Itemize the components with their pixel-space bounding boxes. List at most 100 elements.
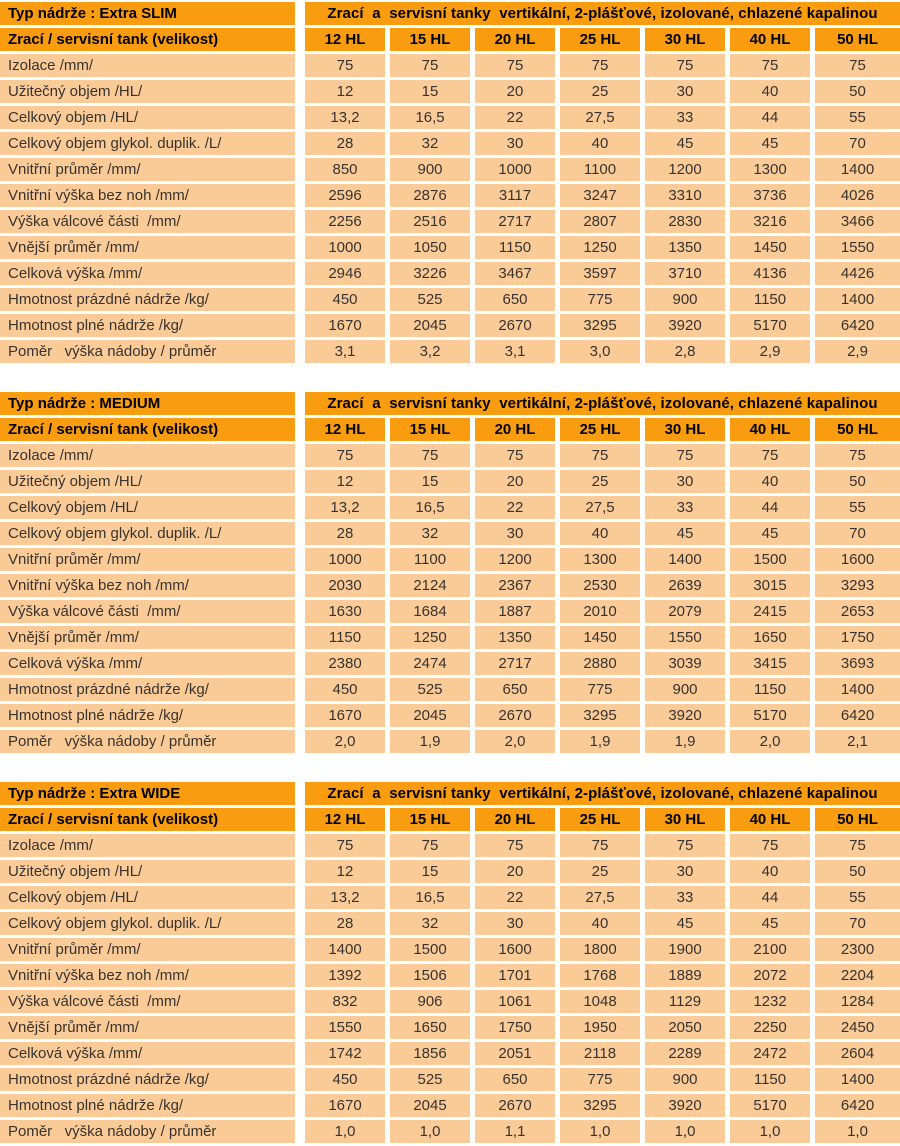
value-cell: 2717 <box>475 210 560 236</box>
value-cell: 75 <box>730 54 815 80</box>
value-cell: 2300 <box>815 938 900 964</box>
table-title: Typ nádrže : MEDIUM <box>0 392 305 418</box>
value-cell: 75 <box>645 444 730 470</box>
table-row: Celkový objem /HL/13,2 16,5 22 27,5 33 44 55 <box>0 886 900 912</box>
value-cell: 2072 <box>730 964 815 990</box>
value-cell: 75 <box>560 444 645 470</box>
value-cell: 900 <box>645 288 730 314</box>
row-label: Vnější průměr /mm/ <box>0 626 305 652</box>
row-label: Celková výška /mm/ <box>0 652 305 678</box>
spec-table-medium: Typ nádrže : MEDIUM Zrací a servisní tank… <box>0 392 900 756</box>
value-cell: 1000 <box>305 548 390 574</box>
value-cell: 450 <box>305 288 390 314</box>
value-cell: 2,0 <box>475 730 560 756</box>
value-cell: 30 <box>475 522 560 548</box>
value-cell: 15 <box>390 860 475 886</box>
value-cell: 2472 <box>730 1042 815 1068</box>
value-cell: 2717 <box>475 652 560 678</box>
value-cell: 75 <box>390 54 475 80</box>
value-cell: 30 <box>645 860 730 886</box>
value-cell: 32 <box>390 522 475 548</box>
row-label: Výška válcové části /mm/ <box>0 600 305 626</box>
table-title-row: Typ nádrže : Extra WIDE Zrací a servisní … <box>0 782 900 808</box>
value-cell: 3693 <box>815 652 900 678</box>
value-cell: 525 <box>390 288 475 314</box>
value-cell: 3597 <box>560 262 645 288</box>
row-label: Poměr výška nádoby / průměr <box>0 1120 305 1146</box>
value-cell: 2,9 <box>730 340 815 366</box>
size-column-header: 20 HL <box>475 808 560 834</box>
value-cell: 1,0 <box>305 1120 390 1146</box>
value-cell: 44 <box>730 496 815 522</box>
value-cell: 1400 <box>305 938 390 964</box>
value-cell: 27,5 <box>560 106 645 132</box>
value-cell: 2367 <box>475 574 560 600</box>
value-cell: 50 <box>815 860 900 886</box>
value-cell: 70 <box>815 522 900 548</box>
value-cell: 27,5 <box>560 496 645 522</box>
value-cell: 25 <box>560 860 645 886</box>
value-cell: 75 <box>560 54 645 80</box>
value-cell: 30 <box>475 132 560 158</box>
value-cell: 40 <box>560 912 645 938</box>
value-cell: 1,0 <box>390 1120 475 1146</box>
table-row: Hmotnost plné nádrže /kg/1670 2045 2670 329… <box>0 314 900 340</box>
table-row: Celková výška /mm/1742 1856 2051 2118 2289 24… <box>0 1042 900 1068</box>
value-cell: 75 <box>305 834 390 860</box>
value-cell: 40 <box>730 860 815 886</box>
value-cell: 33 <box>645 496 730 522</box>
size-header-row: Zrací / servisní tank (velikost) 12 HL 15 … <box>0 418 900 444</box>
row-label: Hmotnost prázdné nádrže /kg/ <box>0 1068 305 1094</box>
row-label: Celkový objem /HL/ <box>0 496 305 522</box>
value-cell: 1150 <box>305 626 390 652</box>
value-cell: 1350 <box>475 626 560 652</box>
value-cell: 12 <box>305 470 390 496</box>
table-row: Celkový objem glykol. duplik. /L/28 32 30 4… <box>0 912 900 938</box>
value-cell: 1400 <box>815 158 900 184</box>
spec-table-extra-wide: Typ nádrže : Extra WIDE Zrací a servisní … <box>0 782 900 1146</box>
value-cell: 5170 <box>730 1094 815 1120</box>
value-cell: 900 <box>390 158 475 184</box>
table-row: Poměr výška nádoby / průměr 3,1 3,2 3,1 3,0 2… <box>0 340 900 366</box>
value-cell: 1150 <box>730 288 815 314</box>
value-cell: 775 <box>560 1068 645 1094</box>
value-cell: 1000 <box>475 158 560 184</box>
value-cell: 2530 <box>560 574 645 600</box>
value-cell: 75 <box>390 444 475 470</box>
row-label: Vnější průměr /mm/ <box>0 1016 305 1042</box>
value-cell: 2,0 <box>730 730 815 756</box>
value-cell: 1768 <box>560 964 645 990</box>
value-cell: 2045 <box>390 704 475 730</box>
value-cell: 900 <box>645 1068 730 1094</box>
size-column-header: 30 HL <box>645 808 730 834</box>
size-column-header: 40 HL <box>730 808 815 834</box>
table-row: Užitečný objem /HL/12 15 20 25 30 40 50 <box>0 470 900 496</box>
table-row: Hmotnost prázdné nádrže /kg/450 525 650 775… <box>0 1068 900 1094</box>
table-row: Celková výška /mm/2380 2474 2717 2880 3039 34… <box>0 652 900 678</box>
table-row: Vnější průměr /mm/1000 1050 1150 1250 1350 14… <box>0 236 900 262</box>
value-cell: 45 <box>645 522 730 548</box>
value-cell: 1,9 <box>645 730 730 756</box>
value-cell: 30 <box>645 80 730 106</box>
value-cell: 1400 <box>815 1068 900 1094</box>
value-cell: 13,2 <box>305 106 390 132</box>
value-cell: 1000 <box>305 236 390 262</box>
size-column-header: 15 HL <box>390 808 475 834</box>
value-cell: 1150 <box>730 678 815 704</box>
row-label: Hmotnost plné nádrže /kg/ <box>0 704 305 730</box>
value-cell: 650 <box>475 678 560 704</box>
size-column-header: 30 HL <box>645 418 730 444</box>
value-cell: 1500 <box>730 548 815 574</box>
value-cell: 20 <box>475 860 560 886</box>
value-cell: 1550 <box>645 626 730 652</box>
value-cell: 1,0 <box>560 1120 645 1146</box>
value-cell: 1670 <box>305 314 390 340</box>
size-row-label: Zrací / servisní tank (velikost) <box>0 418 305 444</box>
value-cell: 1,1 <box>475 1120 560 1146</box>
value-cell: 1100 <box>560 158 645 184</box>
row-label: Izolace /mm/ <box>0 54 305 80</box>
value-cell: 2030 <box>305 574 390 600</box>
value-cell: 1550 <box>815 236 900 262</box>
value-cell: 2,9 <box>815 340 900 366</box>
table-row: Poměr výška nádoby / průměr 1,0 1,0 1,1 1,0 1… <box>0 1120 900 1146</box>
